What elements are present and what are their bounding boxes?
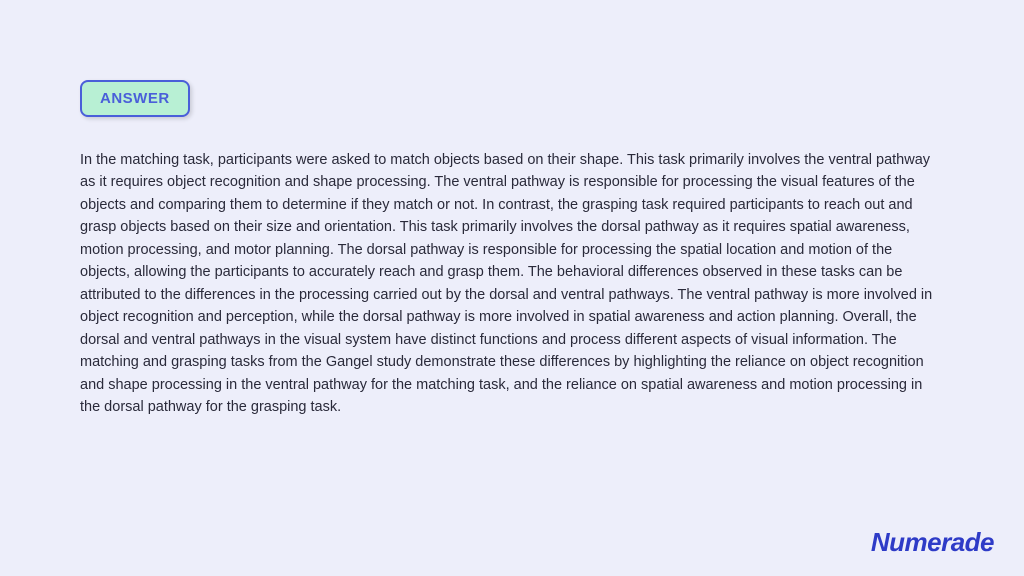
content-wrapper: ANSWER In the matching task, participant… xyxy=(0,0,1024,419)
brand-logo: Numerade xyxy=(871,527,994,558)
answer-badge: ANSWER xyxy=(80,80,190,117)
answer-text: In the matching task, participants were … xyxy=(80,149,944,419)
